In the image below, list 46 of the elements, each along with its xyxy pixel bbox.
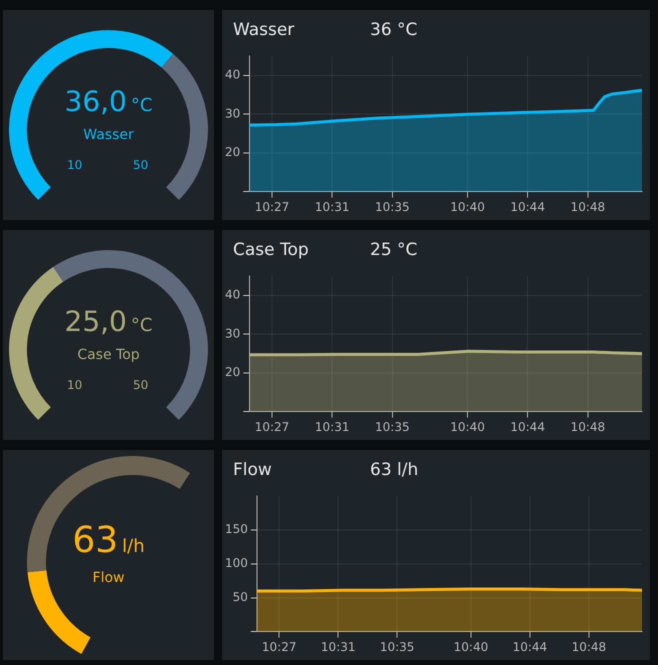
x-tick-label: 10:35	[375, 200, 410, 214]
x-tick-label: 10:27	[262, 640, 296, 654]
y-tick-label: 40	[224, 288, 240, 302]
text: 10	[67, 158, 82, 172]
y-tick-label: 100	[225, 556, 248, 570]
x-tick-label: 10:48	[570, 420, 606, 434]
y-tick-label: 50	[232, 590, 248, 604]
x-tick-label: 10:35	[380, 640, 414, 654]
x-tick-label: 10:40	[454, 640, 488, 654]
x-tick-label: 10:35	[375, 420, 410, 434]
x-tick-label: 10:31	[314, 200, 350, 214]
x-tick-label: 10:31	[314, 420, 350, 434]
text: °C	[130, 315, 152, 336]
text: Wasser	[82, 127, 135, 143]
text: 50	[133, 158, 148, 172]
text: l/h	[122, 536, 145, 557]
x-tick-label: 10:40	[450, 420, 485, 434]
y-tick-label: 150	[225, 522, 248, 536]
x-tick-label: 10:27	[254, 420, 290, 434]
chart-title: Wasser	[233, 20, 294, 40]
x-tick-label: 10:44	[512, 640, 548, 654]
y-tick-label: 30	[224, 106, 240, 120]
x-tick-label: 10:31	[320, 640, 356, 654]
y-tick-label: 30	[224, 326, 240, 340]
x-tick-label: 10:48	[572, 640, 606, 654]
y-tick-label: 20	[224, 365, 240, 380]
y-tick-label: 40	[224, 68, 240, 82]
chart-title: Flow	[233, 460, 272, 480]
x-tick-label: 10:44	[510, 420, 545, 434]
text: 25,0	[64, 305, 127, 338]
y-tick-label: 20	[224, 145, 240, 160]
text: 36,0	[64, 85, 127, 118]
x-tick-label: 10:44	[510, 200, 545, 214]
chart-title: Case Top	[233, 240, 309, 260]
text: 10	[67, 378, 82, 392]
text: °C	[130, 95, 152, 116]
chart-subtitle: 36 °C	[370, 20, 418, 40]
x-tick-label: 10:27	[254, 200, 290, 214]
text: 63	[72, 520, 118, 561]
text: Flow	[92, 570, 126, 586]
text: 50	[133, 378, 148, 392]
x-tick-label: 10:48	[570, 200, 606, 214]
chart-subtitle: 25 °C	[370, 240, 418, 260]
x-tick-label: 10:40	[450, 200, 485, 214]
chart-subtitle: 63 l/h	[370, 460, 418, 480]
text: Case Top	[76, 347, 141, 363]
